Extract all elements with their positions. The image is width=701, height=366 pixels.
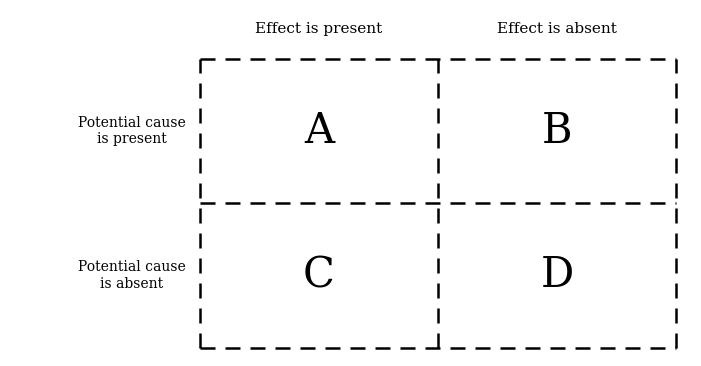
Text: Potential cause
is present: Potential cause is present <box>78 116 186 146</box>
Text: Effect is absent: Effect is absent <box>497 22 618 36</box>
Text: B: B <box>542 110 573 152</box>
Text: C: C <box>303 254 335 296</box>
Text: Effect is present: Effect is present <box>255 22 383 36</box>
Text: Potential cause
is absent: Potential cause is absent <box>78 260 186 291</box>
Text: D: D <box>540 254 574 296</box>
Text: A: A <box>304 110 334 152</box>
